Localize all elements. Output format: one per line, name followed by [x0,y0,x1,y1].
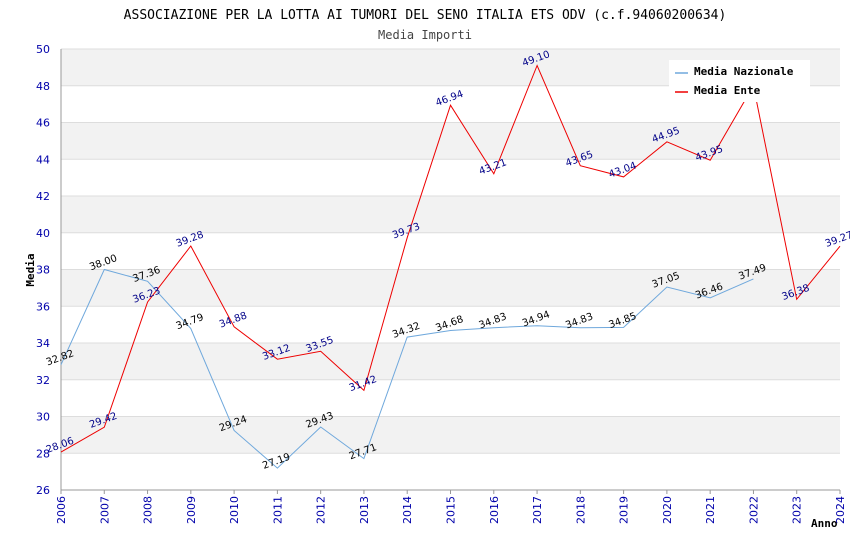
y-tick-label: 42 [36,190,50,203]
x-tick-label: 2019 [618,496,631,524]
data-label-media-ente: 43.04 [607,160,638,180]
y-tick-label: 34 [36,337,50,350]
y-tick-label: 36 [36,300,50,313]
data-labels: 32.8238.0037.3634.7929.2427.1929.4327.71… [45,49,850,472]
grid-bands [61,49,840,454]
chart-subtitle: Media Importi [378,28,472,42]
data-label-media-nazionale: 34.83 [564,311,595,331]
data-label-media-nazionale: 34.85 [607,311,638,331]
legend-label-media-nazionale: Media Nazionale [694,65,794,78]
y-tick-label: 46 [36,117,50,130]
grid-band [61,122,840,160]
x-axis-title: Anno [811,517,838,530]
x-tick-label: 2024 [834,496,847,524]
x-tick-label: 2020 [661,496,674,524]
grid-band [61,416,840,454]
data-label-media-nazionale: 34.79 [175,312,206,332]
data-label-media-ente: 43.21 [478,157,509,177]
y-tick-label: 50 [36,43,50,56]
y-tick-label: 30 [36,411,50,424]
x-tick-label: 2013 [358,496,371,524]
data-label-media-nazionale: 27.19 [261,452,292,472]
data-label-media-nazionale: 34.32 [391,321,422,341]
y-tick-label: 44 [36,153,50,166]
y-axis-title: Media [24,253,37,286]
y-tick-label: 28 [36,447,50,460]
data-label-media-nazionale: 34.68 [434,314,465,334]
x-tick-label: 2010 [228,496,241,524]
grid-band [61,343,840,380]
x-tick-label: 2006 [55,496,68,524]
x-tick-label: 2022 [747,496,760,524]
x-tick-label: 2014 [401,496,414,524]
x-tick-labels: 2006 2007 2008 2009 2010 2011 2012 2013 2014 2015… [55,496,847,524]
data-label-media-ente: 46.94 [434,89,465,109]
x-tick-label: 2023 [791,496,804,524]
x-tick-label: 2008 [142,496,155,524]
y-tick-label: 32 [36,374,50,387]
series-line-media-nazionale [60,268,754,469]
x-tick-label: 2009 [185,496,198,524]
x-tick-label: 2012 [315,496,328,524]
x-tick-label: 2017 [531,496,544,524]
y-tick-labels: 26 28 30 32 34 36 38 40 42 44 46 48 50 [36,43,50,497]
y-tick-label: 40 [36,227,50,240]
legend: Media Nazionale Media Ente [669,60,810,102]
series-lines [60,64,841,469]
x-tick-label: 2007 [98,496,111,524]
y-tick-label: 38 [36,264,50,277]
x-tick-label: 2016 [488,496,501,524]
x-tick-label: 2015 [445,496,458,524]
y-tick-label: 26 [36,484,50,497]
x-tick-label: 2018 [574,496,587,524]
data-label-media-ente: 34.88 [218,310,249,330]
legend-label-media-ente: Media Ente [694,84,761,97]
axes [60,49,841,494]
y-tick-label: 48 [36,80,50,93]
data-label-media-nazionale: 34.83 [478,311,509,331]
series-line-media-ente [60,64,841,453]
grid-band [61,269,840,307]
chart-title: ASSOCIAZIONE PER LA LOTTA AI TUMORI DEL … [124,8,727,23]
x-tick-label: 2021 [704,496,717,524]
legend-box [669,60,810,102]
grid-lines [61,48,840,491]
x-tick-label: 2011 [271,496,284,524]
grid-band [61,196,840,233]
